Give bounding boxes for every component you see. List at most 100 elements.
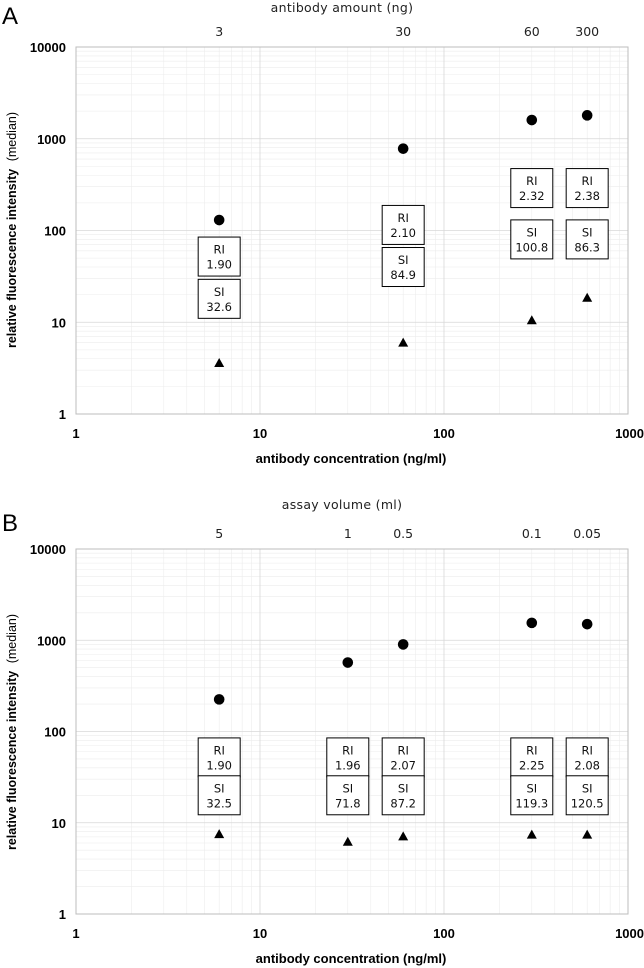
si-box-frame — [197, 775, 241, 816]
top-axis-tick-label: 0.1 — [522, 526, 542, 541]
ri-label: RI — [581, 743, 592, 757]
top-axis-tick-label: 3 — [215, 24, 223, 39]
si-value: 120.5 — [571, 796, 604, 810]
si-box-frame — [510, 219, 554, 260]
si-box-frame — [381, 775, 425, 816]
si-label: SI — [526, 225, 537, 239]
ri-box-frame — [565, 737, 609, 778]
data-point-circle — [397, 639, 409, 650]
data-point-triangle — [582, 292, 593, 302]
x-tick-label: 1000 — [615, 426, 644, 441]
ri-value: 2.07 — [390, 758, 416, 772]
si-value: 71.8 — [335, 796, 361, 810]
si-label: SI — [214, 285, 225, 299]
x-tick-label: 100 — [433, 926, 455, 941]
panel-a: A antibody amount (ng) 3 30 60 300 1 10 100 10… — [2, 0, 644, 466]
si-value: 87.2 — [390, 796, 416, 810]
ri-box-frame — [510, 168, 554, 209]
si-label: SI — [398, 781, 409, 795]
top-axis-title-b: assay volume (ml) — [282, 497, 403, 512]
x-tick-label: 10 — [253, 426, 267, 441]
y-axis-label-note-a: (median) — [5, 112, 19, 161]
data-point-circle — [213, 214, 225, 226]
x-tick-label: 1 — [72, 426, 79, 441]
si-label: SI — [582, 781, 593, 795]
ri-annotation-box: RI2.32 — [510, 168, 554, 209]
si-label: SI — [582, 225, 593, 239]
ri-box-frame — [381, 737, 425, 778]
ri-annotation-box: RI2.38 — [565, 168, 609, 209]
panel-letter-b: B — [2, 510, 18, 537]
ri-label: RI — [526, 743, 537, 757]
data-point-triangle — [398, 337, 409, 347]
ri-annotation-box: RI1.90 — [197, 737, 241, 778]
si-box-frame — [510, 775, 554, 816]
y-tick-labels-a: 1 10 100 1000 10000 — [30, 40, 66, 422]
data-point-triangle — [582, 829, 593, 839]
ri-value: 1.96 — [335, 758, 361, 772]
data-point-circle — [581, 110, 593, 121]
si-value: 32.6 — [206, 300, 232, 314]
top-axis-ticks-b: 5 1 0.5 0.1 0.05 — [215, 526, 601, 541]
panel-b: B assay volume (ml) 5 1 0.5 0.1 0.05 1101001… — [2, 497, 644, 966]
top-axis-title-a: antibody amount (ng) — [271, 0, 414, 15]
si-box-frame — [197, 278, 241, 319]
top-axis-tick-label: 60 — [524, 24, 540, 39]
x-tick-labels-a: 1 10 100 1000 — [72, 426, 644, 441]
si-label: SI — [214, 781, 225, 795]
ri-box-frame — [197, 236, 241, 277]
ri-annotation-box: RI2.25 — [510, 737, 554, 778]
ri-label: RI — [397, 743, 408, 757]
top-axis-tick-label: 30 — [395, 24, 411, 39]
data-point-triangle — [342, 836, 353, 846]
x-tick-label: 100 — [433, 426, 455, 441]
y-tick-label: 10 — [52, 315, 66, 330]
si-box-frame — [565, 219, 609, 260]
si-box-frame — [381, 247, 425, 288]
data-point-triangle — [526, 829, 537, 839]
ri-box-frame — [510, 737, 554, 778]
ri-annotation-box: RI2.10 — [381, 204, 425, 245]
ri-box-frame — [197, 737, 241, 778]
ri-value: 2.32 — [519, 189, 545, 203]
si-label: SI — [342, 781, 353, 795]
data-point-triangle — [214, 829, 225, 839]
plot-frame-a — [75, 46, 629, 415]
ri-value: 1.90 — [206, 758, 232, 772]
data-point-triangle — [526, 315, 537, 325]
si-box-frame — [326, 775, 370, 816]
ri-box-frame — [565, 168, 609, 209]
y-tick-label: 100 — [44, 224, 66, 239]
data-point-circle — [213, 694, 225, 705]
si-value: 86.3 — [574, 240, 600, 254]
y-tick-label: 100 — [44, 725, 66, 740]
series-circle-b — [213, 617, 593, 705]
plot-frame-b — [75, 548, 629, 915]
ri-box-frame — [381, 204, 425, 245]
ri-label: RI — [342, 743, 353, 757]
series-circle-a — [213, 110, 593, 226]
top-axis-tick-label: 0.05 — [573, 526, 601, 541]
data-point-triangle — [398, 831, 409, 841]
y-tick-label: 10000 — [30, 542, 66, 557]
x-tick-label: 1 — [72, 926, 79, 941]
ri-value: 2.25 — [519, 758, 545, 772]
si-value: 100.8 — [515, 240, 548, 254]
ri-annotation-box: RI1.96 — [326, 737, 370, 778]
y-tick-label: 1000 — [37, 132, 66, 147]
top-axis-tick-label: 0.5 — [393, 526, 413, 541]
y-tick-label: 1000 — [37, 633, 66, 648]
ri-label: RI — [526, 174, 537, 188]
y-tick-label: 10 — [52, 816, 66, 831]
data-point-circle — [526, 114, 538, 126]
si-label: SI — [398, 253, 409, 267]
x-tick-labels-b: 1 10 100 1000 — [72, 926, 644, 941]
ri-label: RI — [213, 743, 224, 757]
